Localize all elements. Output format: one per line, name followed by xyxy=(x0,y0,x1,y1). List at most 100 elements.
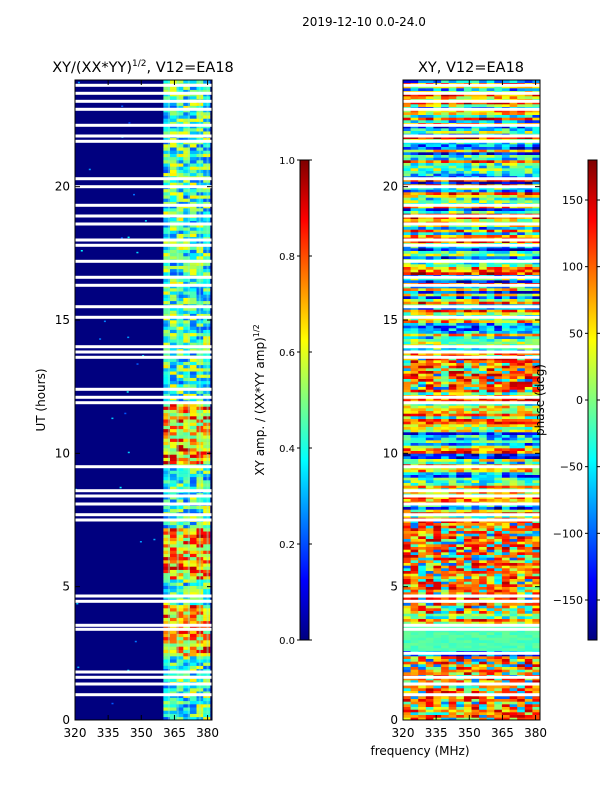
phase-cell xyxy=(464,565,472,568)
phase-cell xyxy=(426,576,434,579)
phase-cell xyxy=(426,616,434,619)
phase-cell xyxy=(479,416,487,419)
phase-cell xyxy=(411,296,419,299)
phase-cell xyxy=(510,280,518,283)
phase-cell xyxy=(456,579,464,582)
phase-cell xyxy=(403,563,411,566)
phase-cell xyxy=(426,299,434,302)
phase-cell xyxy=(411,219,419,222)
phase-cell xyxy=(510,376,518,379)
phase-cell xyxy=(479,211,487,214)
amp-cell xyxy=(190,154,197,158)
phase-cell xyxy=(418,379,426,382)
phase-cell xyxy=(411,341,419,344)
phase-cell xyxy=(456,640,464,643)
phase-cell xyxy=(502,509,510,512)
phase-cell xyxy=(510,256,518,259)
amp-cell xyxy=(170,368,177,372)
phase-cell xyxy=(464,376,472,379)
phase-cell xyxy=(449,576,457,579)
phase-cell xyxy=(449,661,457,664)
phase-cell xyxy=(525,549,533,552)
phase-cell xyxy=(525,709,533,712)
phase-cell xyxy=(456,299,464,302)
phase-cell xyxy=(418,605,426,608)
phase-cell xyxy=(525,685,533,688)
phase-cell xyxy=(532,211,540,214)
phase-cell xyxy=(510,541,518,544)
phase-cell xyxy=(487,296,495,299)
phase-cell xyxy=(502,536,510,539)
phase-cell xyxy=(411,472,419,475)
phase-cell xyxy=(472,560,480,563)
phase-cell xyxy=(411,387,419,390)
phase-cell xyxy=(494,301,502,304)
phase-cell xyxy=(479,584,487,587)
phase-cell xyxy=(510,701,518,704)
phase-cell xyxy=(464,477,472,480)
amp-cell xyxy=(170,678,177,682)
amp-cell xyxy=(170,451,177,455)
phase-cell xyxy=(411,384,419,387)
phase-cell xyxy=(510,456,518,459)
phase-cell xyxy=(517,299,525,302)
phase-cell xyxy=(456,576,464,579)
phase-cell xyxy=(411,253,419,256)
phase-cell xyxy=(449,539,457,542)
phase-cell xyxy=(472,539,480,542)
phase-cell xyxy=(403,280,411,283)
phase-cell xyxy=(426,584,434,587)
phase-cell xyxy=(502,299,510,302)
phase-cell xyxy=(487,411,495,414)
phase-cell xyxy=(517,645,525,648)
phase-cell xyxy=(479,331,487,334)
phase-cell xyxy=(532,568,540,571)
phase-cell xyxy=(502,267,510,270)
amp-cell xyxy=(190,662,197,666)
amp-cell xyxy=(190,509,197,513)
phase-cell xyxy=(464,437,472,440)
phase-cell xyxy=(464,499,472,502)
phase-cell xyxy=(494,291,502,294)
phase-cell xyxy=(494,331,502,334)
phase-cell xyxy=(426,533,434,536)
phase-cell xyxy=(418,411,426,414)
amp-cell xyxy=(190,579,197,583)
phase-cell xyxy=(441,659,449,662)
phase-cell xyxy=(433,707,441,710)
amp-cell xyxy=(170,634,177,638)
amp-cell xyxy=(170,157,177,161)
phase-cell xyxy=(494,669,502,672)
phase-cell xyxy=(472,477,480,480)
phase-cell xyxy=(464,483,472,486)
phase-cell xyxy=(433,640,441,643)
phase-cell xyxy=(525,523,533,526)
phase-cell xyxy=(517,232,525,235)
phase-cell xyxy=(502,451,510,454)
phase-cell xyxy=(525,219,533,222)
phase-cell xyxy=(441,256,449,259)
phase-cell xyxy=(525,616,533,619)
amp-ytick-label: 10 xyxy=(55,446,70,460)
phase-cell xyxy=(403,325,411,328)
phase-cell xyxy=(479,440,487,443)
phase-cell xyxy=(502,309,510,312)
phase-cell xyxy=(487,293,495,296)
phase-cell xyxy=(479,472,487,475)
phase-cell xyxy=(494,616,502,619)
phase-cell xyxy=(418,248,426,251)
phase-cell xyxy=(449,589,457,592)
phase-cell xyxy=(449,523,457,526)
phase-cell xyxy=(517,619,525,622)
phase-cell xyxy=(479,296,487,299)
phase-cell xyxy=(517,483,525,486)
amp-cell xyxy=(190,80,197,84)
amp-cell xyxy=(170,166,177,170)
phase-cell xyxy=(517,715,525,718)
phase-cell xyxy=(418,299,426,302)
phase-cell xyxy=(494,635,502,638)
phase-cell xyxy=(502,368,510,371)
amp-blank-row xyxy=(75,495,212,498)
phase-cell xyxy=(479,413,487,416)
phase-cell xyxy=(525,325,533,328)
